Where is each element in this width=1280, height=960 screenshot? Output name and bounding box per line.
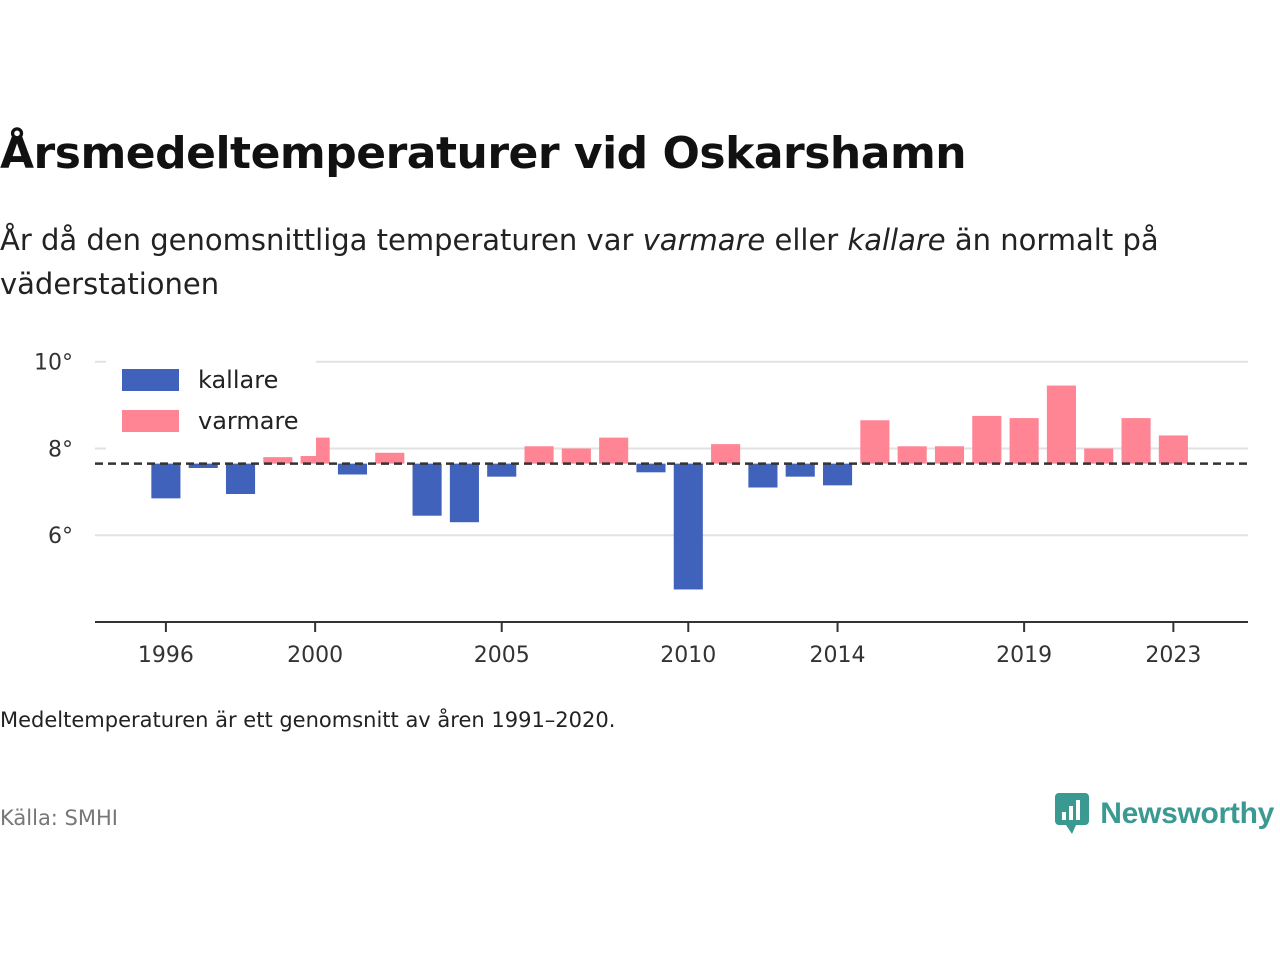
bar-1996 (151, 463, 181, 499)
bar-2008 (599, 437, 629, 464)
bar-2021 (1084, 448, 1114, 464)
bar-2018 (972, 415, 1002, 464)
legend-swatch-warmer (122, 410, 179, 432)
bar-2011 (711, 444, 741, 464)
bar-2015 (860, 420, 890, 464)
x-tick-label: 2005 (474, 643, 530, 668)
bar-2002 (375, 452, 405, 464)
chart-title: Årsmedeltemperaturer vid Oskarshamn (0, 128, 967, 179)
bars (151, 385, 1188, 590)
subtitle-part1: År då den genomsnittliga temperaturen va… (0, 223, 643, 257)
bar-2017 (934, 446, 965, 464)
bar-2010 (673, 463, 703, 590)
x-tick-label: 2023 (1145, 643, 1201, 668)
bar-2005 (487, 463, 517, 477)
chart-subtitle: År då den genomsnittliga temperaturen va… (0, 218, 1270, 306)
bar-2006 (524, 446, 554, 464)
newsworthy-logo-text: Newsworthy (1100, 797, 1274, 830)
x-tick-label: 1996 (138, 643, 194, 668)
x-tick-label: 2014 (810, 643, 866, 668)
subtitle-warmer: varmare (642, 223, 766, 257)
chart-legend: kallare varmare (106, 358, 316, 456)
bar-1998 (225, 463, 256, 495)
legend-label-warmer: varmare (198, 407, 299, 435)
x-tick-label: 2019 (996, 643, 1052, 668)
y-tick-label: 6° (48, 524, 73, 549)
bar-2023 (1158, 435, 1188, 464)
temperature-bar-chart: 6° 8° 10° 1996 2000 2005 2010 2014 2019 2023 kal… (34, 351, 1248, 668)
newsworthy-logo-icon (1055, 793, 1090, 834)
footnote: Medeltemperaturen är ett genomsnitt av å… (0, 708, 616, 732)
bar-2016 (897, 446, 927, 464)
bar-2020 (1046, 385, 1076, 464)
subtitle-part3: än normalt på väderstationen (0, 223, 1159, 301)
bar-2007 (561, 448, 591, 464)
bar-2014 (822, 463, 853, 486)
bar-1999 (263, 457, 293, 464)
bar-2003 (412, 463, 442, 516)
subtitle-part2: eller (765, 223, 848, 257)
y-axis-ticks: 6° 8° 10° (34, 351, 73, 550)
bar-2004 (449, 463, 479, 523)
bar-1997 (188, 463, 218, 468)
y-tick-label: 8° (48, 437, 73, 462)
bar-2022 (1121, 418, 1151, 464)
bar-2009 (636, 463, 666, 473)
bar-2001 (337, 463, 368, 475)
x-tick-label: 2000 (287, 643, 343, 668)
x-tick-label: 2010 (660, 643, 716, 668)
newsworthy-logo: Newsworthy (1054, 790, 1274, 838)
subtitle-colder: kallare (847, 223, 946, 257)
bar-2013 (785, 463, 815, 477)
bar-2019 (1009, 418, 1039, 464)
legend-label-colder: kallare (198, 366, 278, 394)
source-credit: Källa: SMHI (0, 806, 118, 830)
legend-swatch-colder (122, 369, 179, 391)
bar-2012 (748, 463, 778, 488)
y-tick-label: 10° (34, 351, 73, 376)
x-axis-ticks: 1996 2000 2005 2010 2014 2019 2023 (138, 622, 1201, 668)
